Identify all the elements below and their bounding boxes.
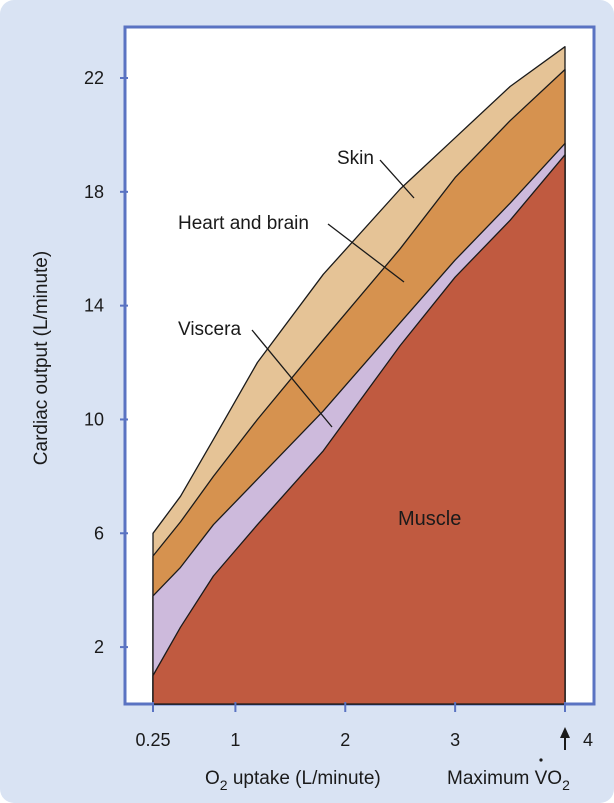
y-tick-label: 2 (94, 637, 104, 657)
x-axis-title: O2 uptake (L/minute) (205, 768, 381, 793)
y-tick-label: 6 (94, 523, 104, 543)
y-axis-title: Cardiac output (L/minute) (31, 251, 52, 465)
annotation-viscera-leader (251, 329, 333, 428)
y-tick-label: 14 (84, 296, 104, 316)
annotation-skin-leader (379, 159, 415, 199)
y-tick-label: 18 (84, 182, 104, 202)
x-tick-label: 0.25 (135, 730, 170, 750)
annotation-heart-brain: Heart and brain (178, 213, 309, 234)
axis-ticks: 2 6 10 14 18 22 0.25 1 2 3 4 (84, 68, 593, 750)
area-muscle (152, 154, 566, 705)
annotation-muscle: Muscle (398, 508, 461, 530)
stacked-areas (152, 46, 566, 705)
max-vo2-label: Maximum VO2 (447, 768, 570, 793)
x-tick-label: 1 (230, 730, 240, 750)
vo2-dot (539, 758, 543, 762)
max-vo2-arrow-icon (560, 727, 570, 750)
x-tick-label: 4 (583, 730, 593, 750)
y-tick-label: 22 (84, 68, 104, 88)
y-tick-label: 10 (84, 409, 104, 429)
x-tick-label: 3 (450, 730, 460, 750)
annotation-heart-brain-leader (327, 223, 405, 283)
annotation-viscera: Viscera (178, 319, 241, 340)
x-tick-label: 2 (340, 730, 350, 750)
annotation-skin: Skin (337, 148, 374, 169)
